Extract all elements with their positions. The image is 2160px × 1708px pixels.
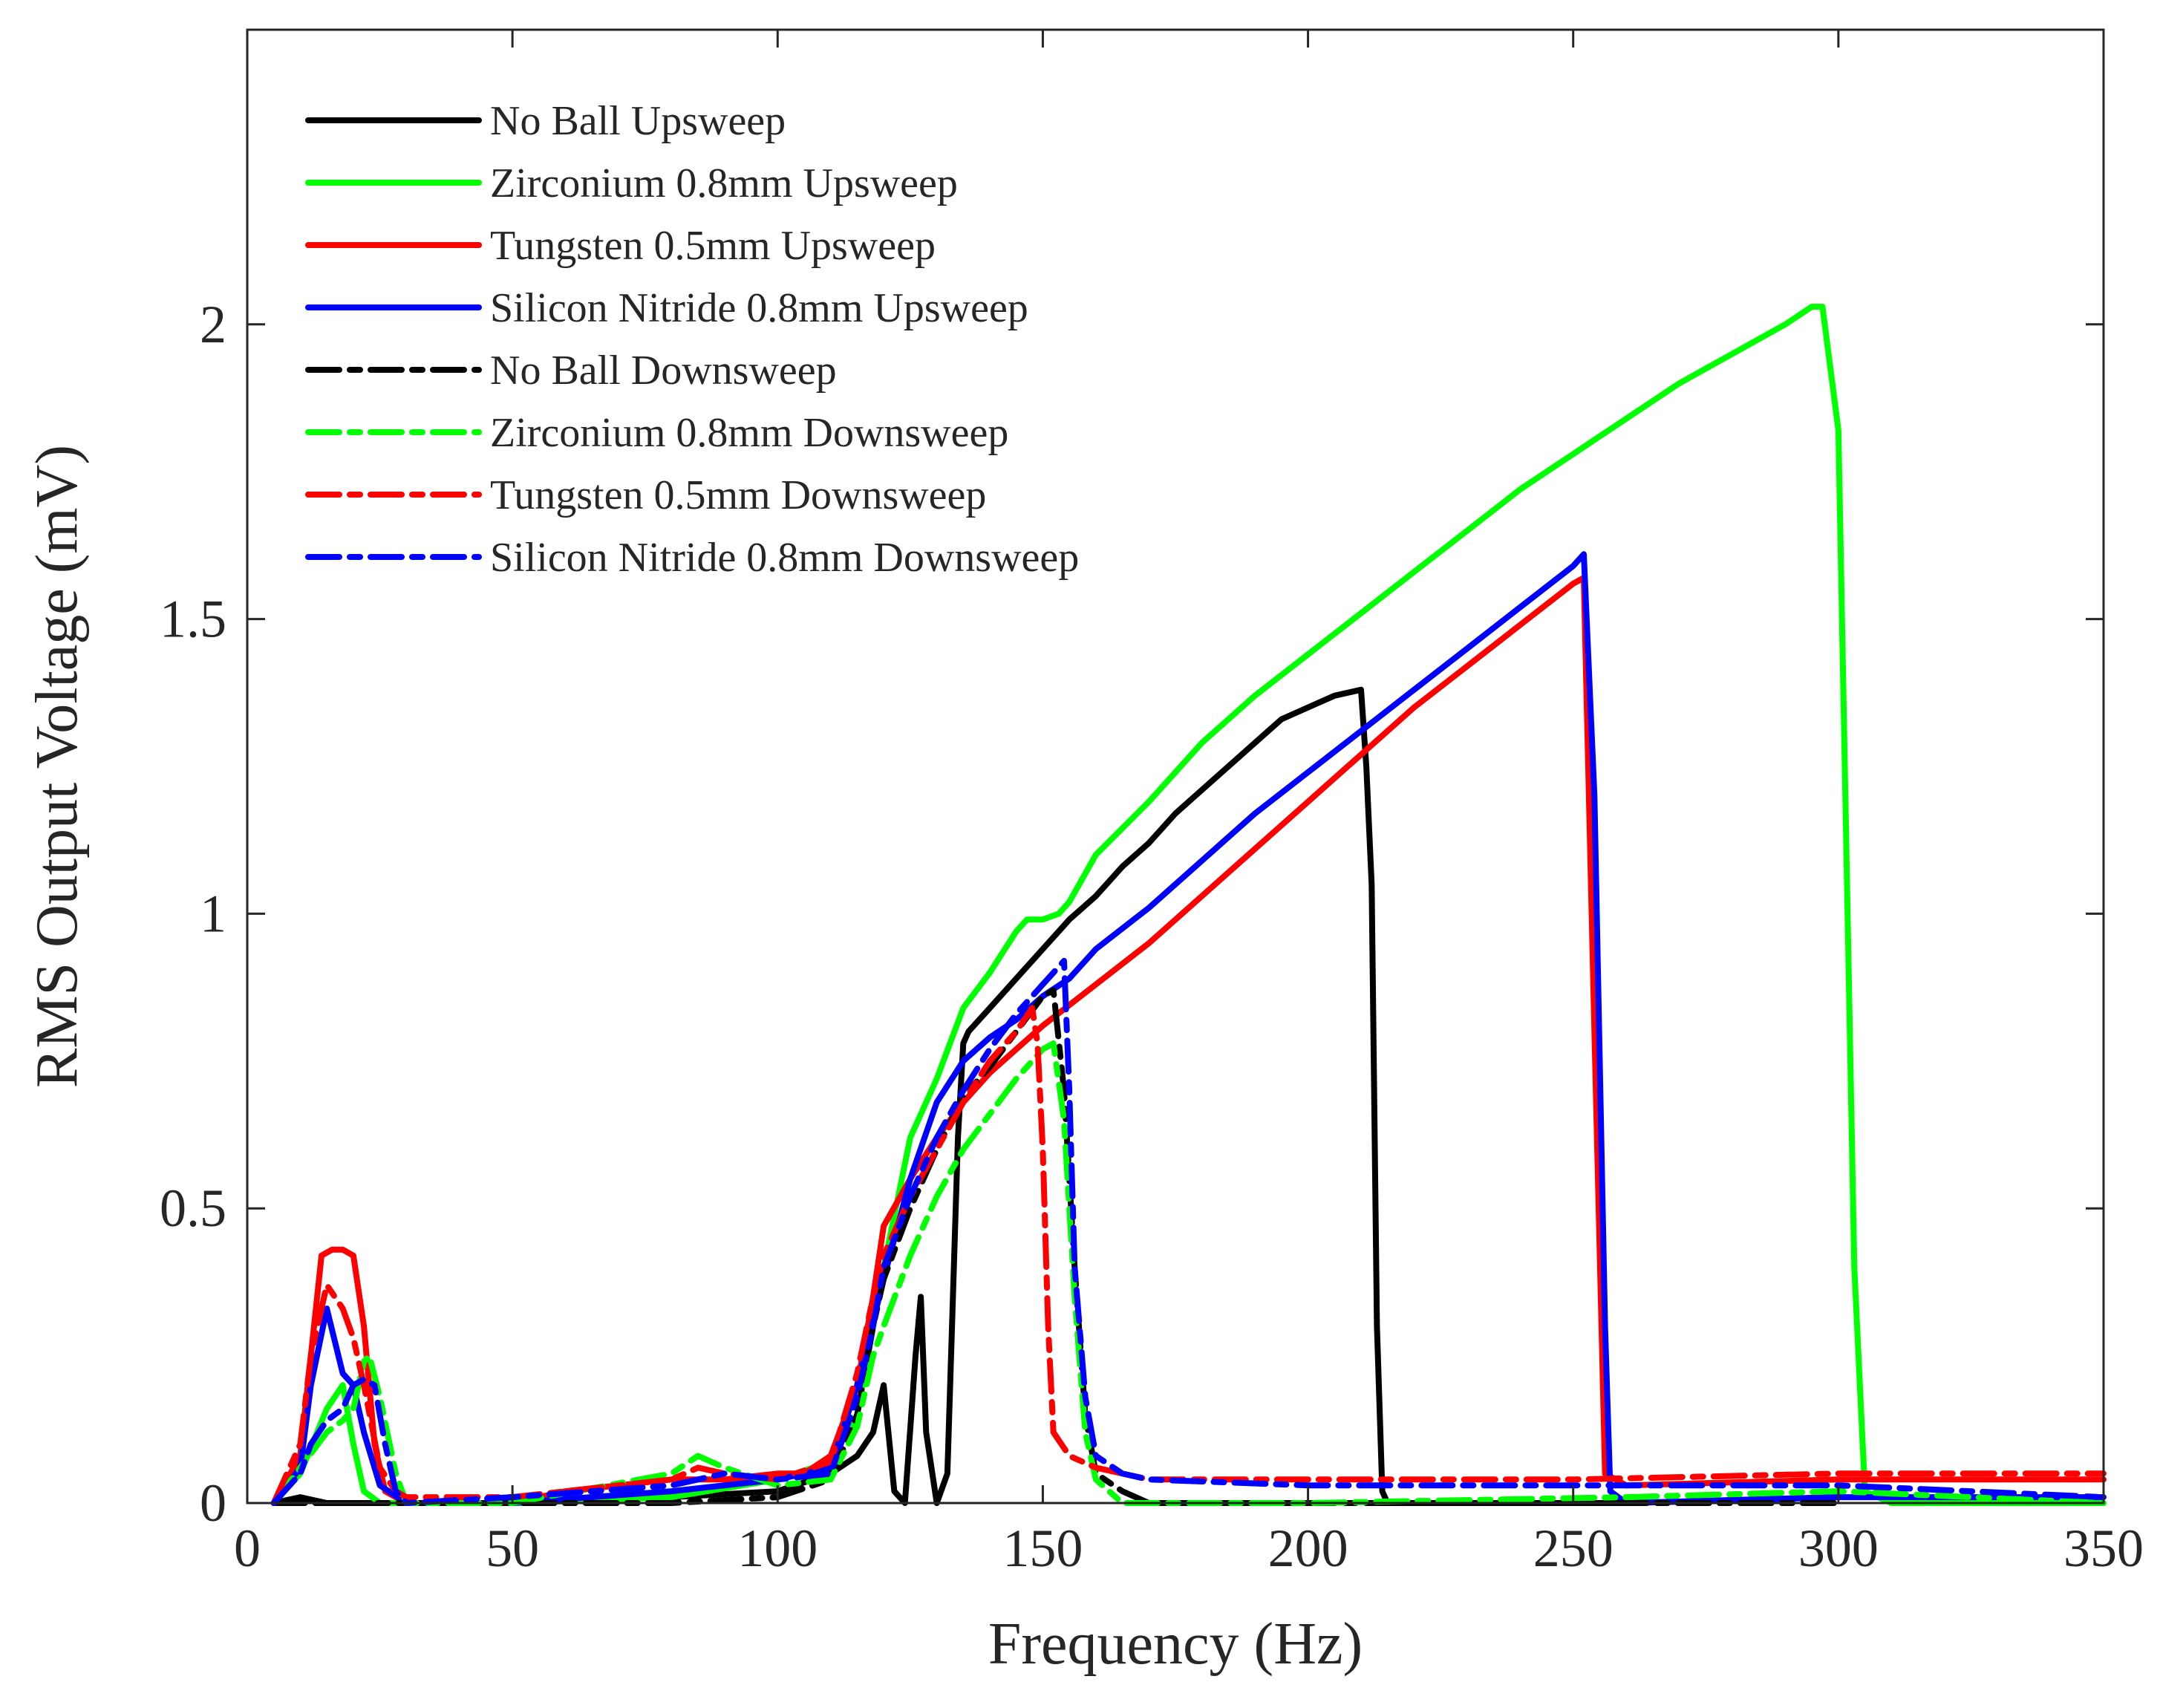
legend-label-no-ball-upsweep: No Ball Upsweep xyxy=(490,98,786,144)
x-tick-label: 350 xyxy=(2063,1519,2144,1578)
series-line-silicon-nitride-0-8mm-upsweep xyxy=(270,551,2107,1506)
y-tick-label: 1 xyxy=(200,884,226,943)
legend-label-tungsten-0-5mm-downsweep: Tungsten 0.5mm Downsweep xyxy=(490,472,986,518)
series-line-tungsten-0-5mm-downsweep xyxy=(270,1005,2107,1506)
series-line-zirconium-0-8mm-downsweep xyxy=(270,1040,2107,1506)
ticks-layer: 0 50 100 150 200 250 300 350 0 0.5 1 1.5 2 xyxy=(160,30,2144,1578)
y-tick-label: 0.5 xyxy=(160,1179,226,1238)
series-line-tungsten-0-5mm-upsweep xyxy=(270,575,2107,1506)
legend-label-no-ball-downsweep: No Ball Downsweep xyxy=(490,348,837,394)
legend-label-zirconium-0-8mm-downsweep: Zirconium 0.8mm Downsweep xyxy=(490,410,1008,456)
x-tick-label: 250 xyxy=(1533,1519,1614,1578)
legend: No Ball Upsweep Zirconium 0.8mm Upsweep Tu… xyxy=(305,98,1079,581)
x-tick-label: 150 xyxy=(1002,1519,1083,1578)
y-axis-title: RMS Output Voltage (mV) xyxy=(25,445,90,1088)
y-tick-label: 0 xyxy=(200,1473,226,1533)
x-tick-label: 50 xyxy=(486,1519,539,1578)
x-tick-label: 200 xyxy=(1268,1519,1348,1578)
x-tick-label: 100 xyxy=(737,1519,818,1578)
legend-label-silicon-nitride-0-8mm-downsweep: Silicon Nitride 0.8mm Downsweep xyxy=(490,535,1079,581)
y-tick-label: 1.5 xyxy=(160,590,226,649)
legend-label-tungsten-0-5mm-upsweep: Tungsten 0.5mm Upsweep xyxy=(490,223,936,269)
x-tick-label: 0 xyxy=(234,1519,261,1578)
series-line-silicon-nitride-0-8mm-downsweep xyxy=(270,957,2107,1506)
legend-label-zirconium-0-8mm-upsweep: Zirconium 0.8mm Upsweep xyxy=(490,160,958,206)
x-tick-label: 300 xyxy=(1798,1519,1879,1578)
plot-frame xyxy=(246,28,2105,1505)
legend-label-silicon-nitride-0-8mm-upsweep: Silicon Nitride 0.8mm Upsweep xyxy=(490,285,1028,331)
x-axis-title: Frequency (Hz) xyxy=(988,1611,1363,1677)
y-tick-label: 2 xyxy=(200,295,226,354)
